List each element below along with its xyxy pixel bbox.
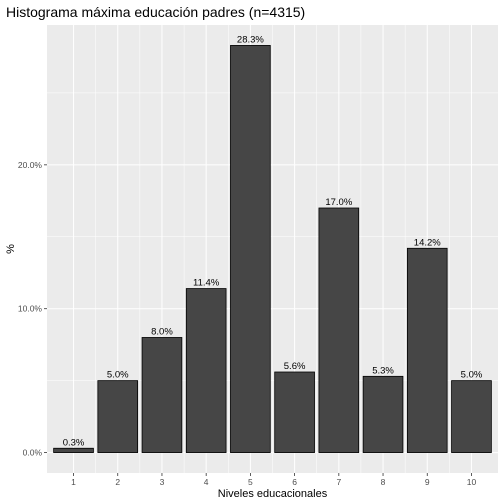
data-label: 0.3%: [63, 437, 85, 448]
x-tick-label: 2: [115, 477, 120, 487]
data-label: 5.6%: [284, 361, 306, 372]
data-label: 5.0%: [461, 370, 483, 381]
y-tick-label: 0.0%: [23, 448, 43, 458]
data-label: 17.0%: [325, 197, 352, 208]
y-axis: 0.0% 10.0% 20.0%: [18, 160, 47, 458]
x-tick-label: 4: [204, 477, 209, 487]
x-axis-title: Niveles educacionales: [218, 488, 328, 500]
bar: [406, 247, 448, 453]
x-tick-label: 5: [248, 477, 253, 487]
bar: [141, 337, 183, 453]
data-label: 5.3%: [372, 365, 394, 376]
data-label: 11.4%: [193, 278, 220, 289]
bar: [318, 207, 360, 453]
y-tick-label: 10.0%: [18, 304, 43, 314]
chart-title: Histograma máxima educación padres (n=43…: [6, 4, 305, 20]
bar: [97, 380, 139, 453]
x-tick-label: 6: [292, 477, 297, 487]
data-label: 14.2%: [414, 237, 441, 248]
x-axis: 1 2 3 4 5 6 7 8 9 10: [71, 473, 476, 487]
y-tick-label: 20.0%: [18, 160, 43, 170]
minor-gridlines: [47, 25, 498, 473]
bar: [274, 371, 315, 453]
x-tick-label: 8: [381, 477, 386, 487]
data-label: 28.3%: [237, 34, 264, 45]
x-tick-label: 1: [71, 477, 76, 487]
bar: [53, 447, 94, 453]
bar: [451, 380, 492, 453]
bar: [185, 288, 227, 453]
x-tick-label: 10: [467, 477, 477, 487]
data-label: 5.0%: [107, 370, 129, 381]
bars: [53, 45, 492, 453]
x-tick-label: 7: [336, 477, 341, 487]
bar: [362, 375, 404, 453]
y-axis-title: %: [5, 244, 17, 254]
x-tick-label: 9: [425, 477, 430, 487]
bar: [230, 45, 271, 453]
data-label: 8.0%: [151, 326, 173, 337]
x-tick-label: 3: [160, 477, 165, 487]
data-labels: 0.3% 5.0% 8.0% 11.4% 28.3% 5.6% 17.0% 5.3% 14.2%…: [63, 34, 483, 448]
